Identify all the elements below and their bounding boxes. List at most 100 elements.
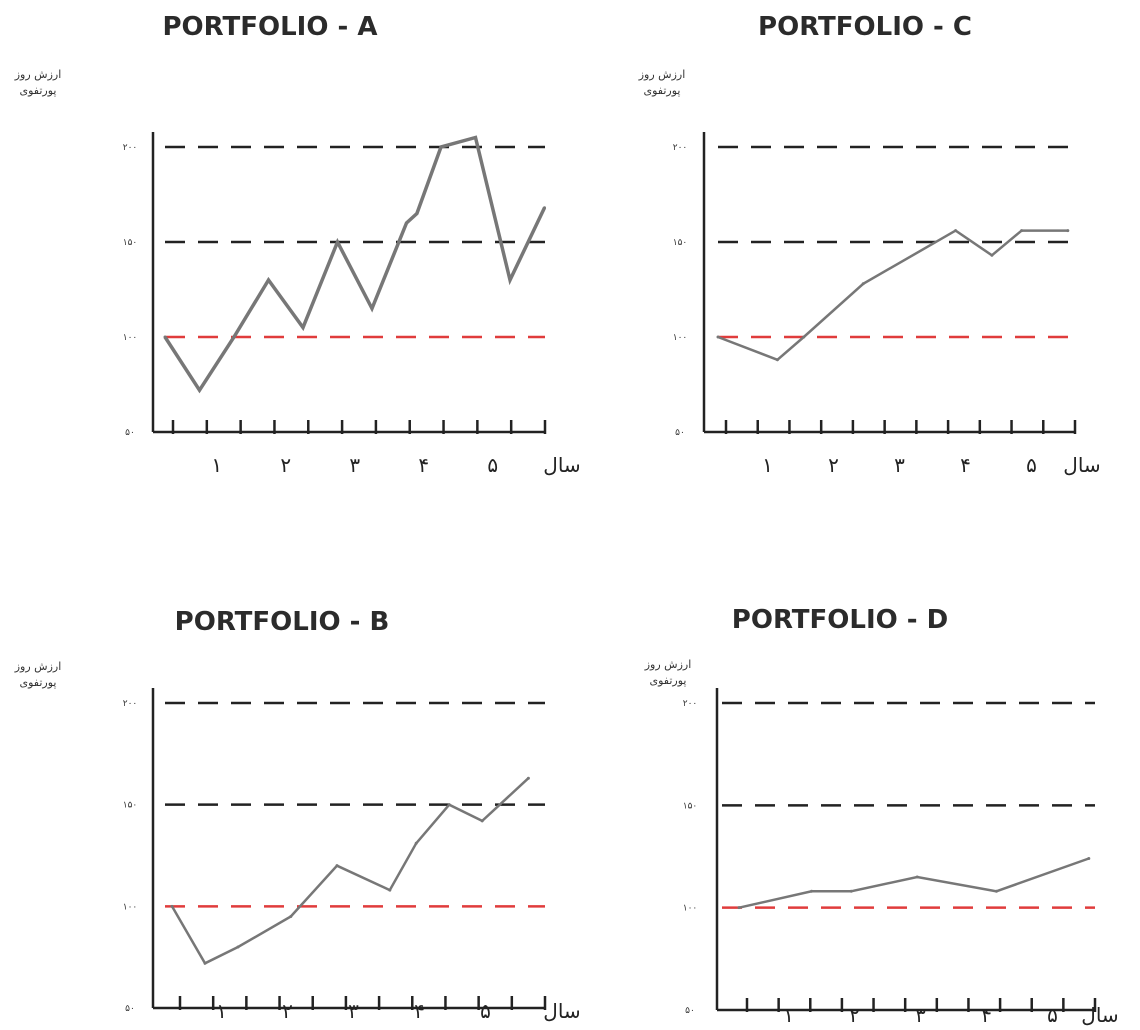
y-tick-label: ۵۰	[125, 1004, 135, 1014]
series-line-c	[717, 229, 1068, 362]
data-point	[370, 307, 374, 310]
x-tick-label: ۲	[282, 999, 293, 1023]
x-axis-label-c: سال	[1063, 453, 1100, 477]
x-tick-label: ۵	[1026, 453, 1037, 477]
data-point	[198, 388, 201, 392]
y-tick-label: ۱۰۰	[683, 904, 698, 914]
x-tick-label: ۲	[828, 453, 839, 477]
x-tick-label: ۱	[216, 999, 227, 1023]
chart-title-b: PORTFOLIO - B	[175, 607, 390, 637]
chart-panel-a: PORTFOLIO - A ارزش روز پورتفوی ۵۰ ۱۰۰ ۱۵۰ ۲۰۰ ۱…	[14, 12, 581, 477]
data-point	[289, 915, 293, 918]
data-point	[267, 278, 270, 282]
x-tick-label: ۱	[762, 453, 773, 477]
data-point	[232, 335, 236, 339]
x-tick-label: ۲	[849, 1003, 860, 1027]
data-point	[480, 819, 484, 823]
y-tick-label: ۱۰۰	[123, 902, 138, 912]
y-axis-label-line: پورتفوی	[20, 84, 57, 97]
data-point	[802, 335, 806, 339]
data-point	[526, 776, 530, 780]
data-point	[474, 136, 477, 139]
y-tick-label: ۱۵۰	[683, 801, 698, 811]
data-point	[236, 945, 240, 949]
y-tick-label: ۱۰۰	[123, 333, 138, 343]
data-point	[954, 229, 958, 233]
data-point	[737, 906, 741, 910]
x-tick-label: ۴	[414, 999, 425, 1023]
x-tick-label: ۱	[211, 453, 222, 477]
y-tick-label: ۲۰۰	[683, 699, 698, 709]
x-tick-label: ۵	[487, 453, 498, 477]
y-tick-label: ۲۰۰	[673, 143, 688, 153]
data-point	[1087, 857, 1091, 861]
data-point	[849, 889, 853, 893]
data-point	[990, 253, 994, 257]
data-point	[447, 803, 451, 807]
chart-title-d: PORTFOLIO - D	[732, 605, 948, 635]
y-tick-label: ۵۰	[685, 1006, 695, 1016]
data-point	[415, 212, 419, 215]
data-point	[414, 841, 418, 845]
x-tick-label: ۳	[894, 453, 905, 477]
y-tick-label: ۵۰	[125, 428, 135, 438]
data-point	[810, 889, 814, 893]
data-point	[336, 240, 339, 244]
y-axis-label-b: ارزش روز پورتفوی	[14, 660, 62, 689]
x-tick-label: ۴	[981, 1003, 992, 1027]
data-point	[405, 221, 408, 225]
y-axis-label-line: پورتفوی	[20, 676, 57, 689]
series-line-d	[738, 857, 1090, 909]
y-tick-label: ۱۰۰	[673, 333, 688, 343]
series-line-a	[163, 135, 547, 394]
y-axis-label-line: پورتفوی	[644, 84, 681, 97]
y-axis-label-line: ارزش روز	[638, 68, 686, 81]
data-point	[994, 889, 998, 893]
x-axis-label-d: سال	[1081, 1003, 1118, 1027]
y-tick-label: ۲۰۰	[123, 143, 138, 153]
x-tick-label: ۵	[1047, 1003, 1058, 1027]
y-axis-label-line: پورتفوی	[650, 674, 687, 687]
data-point	[335, 864, 339, 868]
chart-panel-d: PORTFOLIO - D ارزش روز پورتفوی ۵۰ ۱۰۰ ۱۵۰ ۲۰۰ ۱…	[644, 605, 1119, 1027]
data-point	[915, 875, 919, 879]
chart-title-c: PORTFOLIO - C	[758, 12, 972, 42]
y-axis-label-c: ارزش روز پورتفوی	[638, 68, 686, 97]
x-tick-label: ۱	[783, 1003, 794, 1027]
y-tick-label: ۱۵۰	[673, 238, 688, 248]
data-point	[439, 145, 443, 149]
data-point	[203, 961, 207, 965]
y-axis-label-line: ارزش روز	[14, 660, 62, 673]
data-point	[388, 888, 392, 892]
y-axis-label-d: ارزش روز پورتفوی	[644, 658, 692, 687]
chart-panel-b: PORTFOLIO - B ارزش روز پورتفوی ۵۰ ۱۰۰ ۱۵۰ ۲۰۰ ۱…	[14, 607, 581, 1023]
data-point	[1066, 229, 1070, 233]
x-tick-label: ۳	[348, 999, 359, 1023]
x-axis-label-a: سال	[543, 453, 580, 477]
x-tick-label: ۲	[280, 453, 291, 477]
y-tick-label: ۲۰۰	[123, 699, 138, 709]
data-point	[508, 278, 512, 282]
data-point	[775, 358, 779, 362]
x-tick-label: ۴	[418, 453, 429, 477]
data-point	[543, 206, 546, 210]
data-point	[1020, 229, 1024, 233]
data-point	[170, 904, 174, 908]
y-tick-label: ۱۵۰	[123, 801, 138, 811]
x-tick-label: ۳	[915, 1003, 926, 1027]
data-point	[163, 335, 167, 339]
chart-title-a: PORTFOLIO - A	[163, 12, 378, 42]
y-tick-label: ۱۵۰	[123, 238, 138, 248]
data-point	[716, 335, 720, 339]
x-tick-label: ۵	[480, 999, 491, 1023]
series-line-b	[170, 777, 530, 965]
y-tick-label: ۵۰	[675, 428, 685, 438]
x-tick-label: ۴	[960, 453, 971, 477]
x-tick-label: ۳	[349, 453, 360, 477]
data-point	[301, 326, 305, 329]
y-axis-label-line: ارزش روز	[644, 658, 692, 671]
y-axis-label-a: ارزش روز پورتفوی	[14, 68, 62, 97]
data-point	[861, 282, 865, 286]
